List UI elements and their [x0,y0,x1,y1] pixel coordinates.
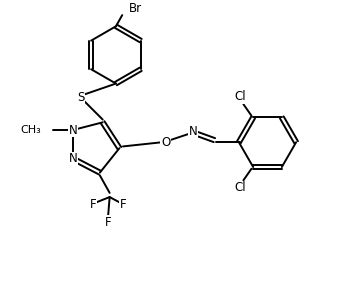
Text: Cl: Cl [234,90,246,103]
Text: O: O [161,136,170,149]
Text: Cl: Cl [234,182,246,194]
Text: N: N [69,124,77,136]
Text: F: F [89,198,96,211]
Text: F: F [120,198,126,211]
Text: F: F [105,216,111,229]
Text: CH₃: CH₃ [21,125,42,135]
Text: Br: Br [129,2,142,15]
Text: S: S [77,92,85,104]
Text: N: N [69,152,77,165]
Text: N: N [189,125,198,138]
